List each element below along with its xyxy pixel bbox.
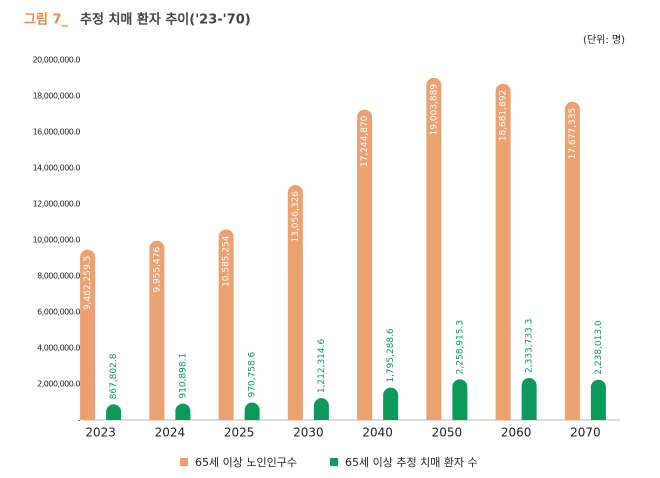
bar [244, 402, 260, 420]
bar [313, 398, 329, 420]
value-label: 970,758.6 [248, 351, 258, 397]
value-label: 10,585,254 [222, 235, 232, 287]
legend-label: 65세 이상 추정 치매 환자 수 [345, 456, 478, 469]
x-tick-label: 2040 [362, 426, 393, 440]
y-tick-label: 4,000,000.0 [37, 344, 80, 353]
bar [106, 404, 122, 420]
y-tick-label: 16,000,000.0 [33, 128, 81, 137]
y-tick-label: 18,000,000.0 [33, 92, 81, 101]
bar [218, 229, 234, 420]
value-label: 1,795,288.6 [386, 328, 396, 383]
value-label: 19,003,889 [429, 84, 439, 136]
bar [383, 387, 399, 420]
value-label: 17,244,870 [360, 115, 370, 167]
value-label: 18,681,892 [499, 90, 509, 142]
bar [149, 240, 165, 420]
chart-title: 추정 치매 환자 추이('23-'70) [80, 12, 251, 28]
y-tick-label: 2,000,000.0 [37, 380, 80, 389]
legend-swatch [180, 458, 188, 466]
x-tick-label: 2024 [155, 426, 186, 440]
x-tick-label: 2070 [570, 426, 601, 440]
value-label: 867,802.8 [109, 353, 119, 399]
x-tick-label: 2023 [85, 426, 116, 440]
bar [287, 184, 303, 420]
value-label: 17,677,335 [568, 108, 578, 160]
y-tick-label: 6,000,000.0 [37, 308, 80, 317]
legend-label: 65세 이상 노인인구수 [195, 456, 297, 469]
bar [521, 377, 537, 420]
y-tick-label: 8,000,000.0 [37, 272, 80, 281]
bar [564, 101, 580, 420]
bar [426, 77, 442, 421]
bar [495, 83, 511, 420]
x-tick-label: 2050 [432, 426, 463, 440]
value-label: 2,333,733.3 [525, 319, 535, 373]
legend-swatch [330, 458, 338, 466]
value-label: 13,056,326 [291, 191, 301, 243]
bar [590, 379, 606, 420]
x-tick-label: 2025 [224, 426, 255, 440]
value-label: 910,898.1 [178, 353, 188, 399]
figure-label: 그림 7_ [24, 13, 68, 28]
x-tick-label: 2060 [501, 426, 532, 440]
value-label: 2,238,013.0 [594, 320, 604, 375]
value-label: 9,462,259.5 [83, 256, 93, 310]
y-tick-label: - [78, 416, 81, 425]
value-label: 1,212,314.6 [317, 339, 327, 394]
y-tick-label: 10,000,000.0 [33, 236, 81, 245]
y-tick-label: 14,000,000.0 [33, 164, 81, 173]
bar [452, 379, 468, 420]
bar [357, 109, 373, 420]
y-tick-label: 20,000,000.0 [33, 56, 81, 65]
x-tick-label: 2030 [293, 426, 324, 440]
unit-note: (단위: 명) [583, 33, 625, 46]
bar [175, 403, 191, 420]
value-label: 2,258,915.3 [455, 320, 465, 374]
value-label: 9,955,476 [152, 247, 162, 293]
y-tick-label: 12,000,000.0 [33, 200, 81, 209]
bar [80, 249, 96, 420]
